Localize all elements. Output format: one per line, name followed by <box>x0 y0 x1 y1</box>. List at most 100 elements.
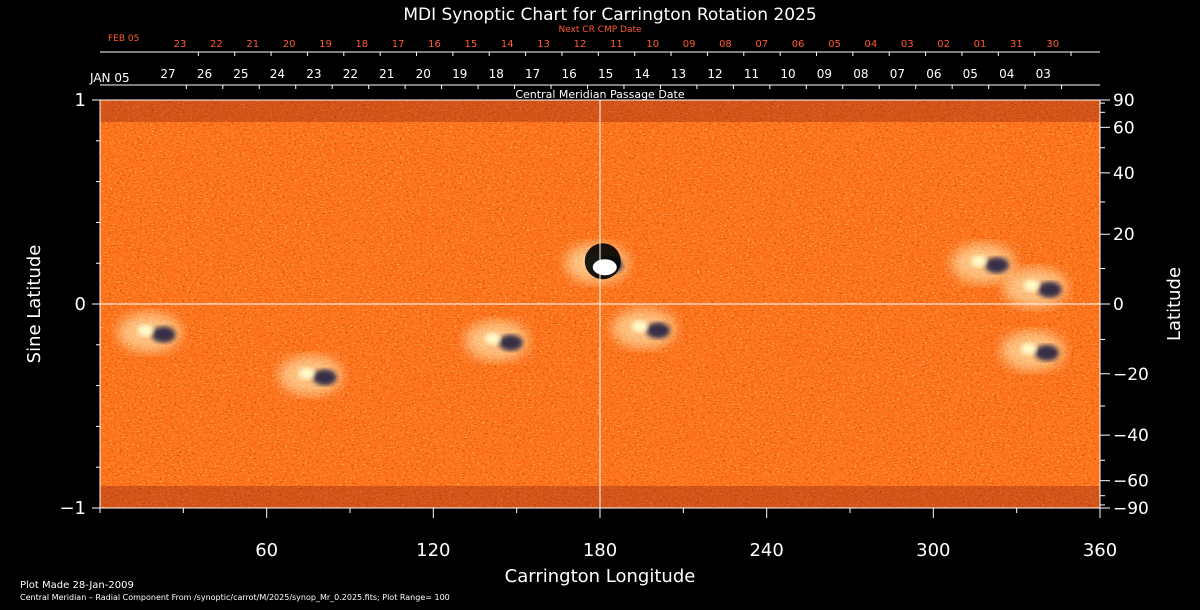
cmp-date-label: 22 <box>343 67 358 81</box>
data-source-note: Central Meridian – Radial Component From… <box>20 593 450 602</box>
x-tick-label: 60 <box>255 540 278 561</box>
x-tick-label: 180 <box>583 540 617 561</box>
next-cr-date-label: 06 <box>792 39 805 50</box>
y-axis-title-right: Latitude <box>1164 267 1185 341</box>
cmp-date-label: 17 <box>525 67 540 81</box>
right-tick-label: 60 <box>1113 118 1135 138</box>
next-cr-date-label: 10 <box>646 39 659 50</box>
right-tick-label: −20 <box>1113 365 1149 385</box>
cmp-date-label: 26 <box>197 67 212 81</box>
left-y-axis: 1 0 −1 <box>59 90 100 519</box>
cmp-date-label: 03 <box>1036 67 1051 81</box>
next-cr-date-label: 21 <box>246 39 259 50</box>
cmp-date-label: 07 <box>890 67 905 81</box>
cmp-date-label: 27 <box>160 67 175 81</box>
right-tick-label: 90 <box>1113 91 1135 111</box>
active-region <box>1000 330 1065 371</box>
next-cr-date-label: 04 <box>865 39 878 50</box>
region-negative <box>312 369 337 386</box>
right-y-axis: 90 60 40 20 0 −20 −40 −60 −90 <box>1100 91 1149 519</box>
next-cr-date-label: 16 <box>428 39 441 50</box>
right-tick-label: −90 <box>1113 499 1149 519</box>
right-tick-label: −60 <box>1113 472 1149 492</box>
next-cr-date-label: 08 <box>719 39 732 50</box>
next-cr-date-label: 05 <box>828 39 841 50</box>
y-axis-title-left: Sine Latitude <box>24 245 45 364</box>
cmp-date-label: 15 <box>598 67 613 81</box>
cmp-date-label: 05 <box>963 67 978 81</box>
right-tick-label: −40 <box>1113 426 1149 446</box>
active-region <box>564 243 629 284</box>
cmp-axis-label: Central Meridian Passage Date <box>515 88 684 101</box>
cmp-axis: 27 26 25 24 23 22 21 20 19 18 17 16 15 14 13 12 11 10 09 08… <box>160 67 1063 89</box>
next-cr-date-label: 02 <box>937 39 950 50</box>
right-tick-label: 40 <box>1113 164 1135 184</box>
cmp-date-label: 06 <box>926 67 941 81</box>
next-cr-date-label: 15 <box>465 39 478 50</box>
active-region <box>464 320 529 361</box>
next-cr-date-label: 17 <box>392 39 405 50</box>
left-tick-label: 0 <box>75 294 86 315</box>
region-negative <box>151 326 176 343</box>
cmp-date-label: 14 <box>634 67 649 81</box>
x-tick-label: 360 <box>1083 540 1117 561</box>
cmp-date-label: 21 <box>379 67 394 81</box>
next-cr-date-label: 09 <box>683 39 696 50</box>
next-cr-date-label: 23 <box>174 39 187 50</box>
region-negative <box>1034 344 1059 361</box>
next-cr-date-label: 22 <box>210 39 223 50</box>
cmp-date-label: 08 <box>853 67 868 81</box>
region-positive <box>137 324 154 337</box>
chart-title: MDI Synoptic Chart for Carrington Rotati… <box>403 5 816 25</box>
plot-made-date: Plot Made 28-Jan-2009 <box>20 580 134 591</box>
next-cr-date-label: 30 <box>1046 39 1059 50</box>
left-tick-label: −1 <box>59 498 86 519</box>
next-cr-date-label: 31 <box>1010 39 1023 50</box>
gridlines <box>100 100 1100 508</box>
region-positive <box>970 255 987 268</box>
cmp-date-label: 19 <box>452 67 467 81</box>
x-tick-label: 120 <box>416 540 450 561</box>
cmp-date-label: 18 <box>489 67 504 81</box>
region-negative <box>646 322 670 339</box>
cmp-date-label: 20 <box>416 67 431 81</box>
region-negative <box>498 334 523 351</box>
x-tick-label: 240 <box>749 540 783 561</box>
region-positive <box>1023 279 1040 292</box>
next-cr-date-label: 11 <box>610 39 623 50</box>
active-region <box>1003 267 1068 308</box>
region-positive <box>1020 342 1037 355</box>
next-cr-date-label: 03 <box>901 39 914 50</box>
left-tick-label: 1 <box>75 90 86 111</box>
cmp-date-label: 11 <box>744 67 759 81</box>
right-tick-label: 0 <box>1113 295 1124 315</box>
x-tick-label: 300 <box>916 540 950 561</box>
active-regions <box>117 243 1068 396</box>
cmp-date-label: 04 <box>999 67 1014 81</box>
active-region <box>117 312 182 353</box>
cmp-date-label: 24 <box>270 67 285 81</box>
cmp-date-label: 13 <box>671 67 686 81</box>
region-positive <box>298 367 315 380</box>
active-region <box>278 355 343 396</box>
x-axis: 60 120 180 240 300 360 <box>99 508 1117 561</box>
next-cr-date-label: 12 <box>574 39 587 50</box>
next-cr-date-label: 14 <box>501 39 514 50</box>
cmp-date-label: 25 <box>233 67 248 81</box>
cmp-date-label: 16 <box>562 67 577 81</box>
next-cr-date-label: 20 <box>283 39 296 50</box>
sunspot-core <box>592 259 617 276</box>
next-cr-date-label: 07 <box>755 39 768 50</box>
active-region <box>612 308 676 349</box>
next-cr-axis: 23 22 21 20 19 18 17 16 15 14 13 12 11 10 09 08 07 06 05 04… <box>174 39 1072 56</box>
cmp-month-label: JAN 05 <box>89 71 130 85</box>
region-negative <box>1037 281 1062 298</box>
right-tick-label: 20 <box>1113 225 1135 245</box>
next-cr-date-label: 13 <box>537 39 550 50</box>
active-region <box>950 243 1015 284</box>
next-cr-date-label: 19 <box>319 39 332 50</box>
cmp-date-label: 10 <box>780 67 795 81</box>
x-axis-title: Carrington Longitude <box>505 566 696 587</box>
next-cr-date-label: 18 <box>355 39 368 50</box>
